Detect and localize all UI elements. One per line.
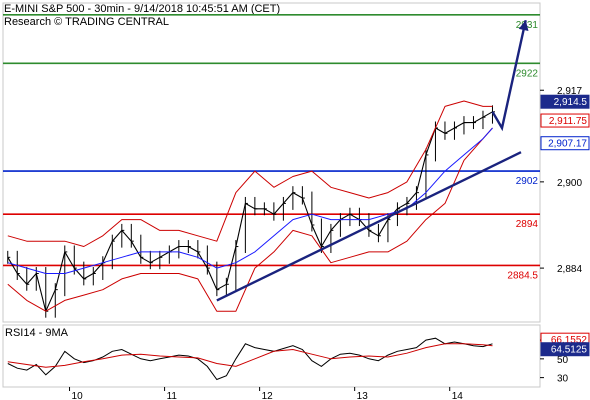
forecast-path bbox=[491, 19, 527, 132]
price-panel bbox=[2, 2, 541, 323]
rsi-tick-label: 30 bbox=[557, 374, 569, 385]
price-tag-2,907.17-box bbox=[540, 136, 590, 151]
series-rsi bbox=[7, 337, 493, 381]
rsi-tag-64.5125: 64.5125 bbox=[551, 345, 588, 356]
chart-title: E-MINI S&P 500 - 30min - 9/14/2018 10:45… bbox=[4, 3, 280, 15]
level-label-2922: 2922 bbox=[516, 68, 539, 79]
series-moving-average bbox=[7, 127, 493, 274]
forecast-arrowhead bbox=[518, 20, 529, 32]
price-tick-label: 2,900 bbox=[557, 178, 582, 189]
series-bollinger-lower bbox=[7, 127, 493, 312]
rsi-tag-64.5125-box bbox=[540, 342, 590, 357]
rsi-tick-label: 50 bbox=[557, 355, 569, 366]
series-rsi-ma bbox=[7, 343, 493, 368]
price-tag-2,914.5: 2,914.5 bbox=[554, 97, 588, 108]
series-bollinger-upper bbox=[7, 100, 493, 247]
rsi-panel bbox=[2, 324, 541, 388]
price-tick-label: 2,884 bbox=[557, 264, 582, 275]
rsi-title: RSI14 - 9MA bbox=[5, 327, 69, 339]
price-layer bbox=[7, 105, 495, 318]
rsi-layer bbox=[7, 337, 493, 381]
chart-subtitle: Research © TRADING CENTRAL bbox=[4, 16, 169, 28]
x-tick-label: 14 bbox=[452, 391, 464, 400]
level-label-2884.5: 2884.5 bbox=[507, 270, 538, 281]
level-label-2931: 2931 bbox=[516, 20, 539, 31]
level-label-2894: 2894 bbox=[516, 219, 539, 230]
price-tag-2,911.75: 2,911.75 bbox=[549, 116, 588, 127]
x-tick-label: 12 bbox=[262, 391, 274, 400]
overlay-layer bbox=[7, 19, 529, 312]
series-price bbox=[7, 111, 493, 312]
price-tick-label: 2,917 bbox=[557, 86, 582, 97]
price-tag-2,911.75-box bbox=[540, 113, 590, 128]
x-tick-label: 10 bbox=[72, 391, 84, 400]
price-tag-2,907.17: 2,907.17 bbox=[548, 139, 587, 150]
x-tick-label: 13 bbox=[357, 391, 369, 400]
trendline bbox=[216, 151, 522, 302]
price-tag-2,914.5-box bbox=[540, 94, 590, 109]
x-tick-label: 11 bbox=[167, 391, 178, 400]
rsi-tag-66.1552: 66.1552 bbox=[551, 335, 588, 346]
level-label-2902: 2902 bbox=[516, 176, 539, 187]
